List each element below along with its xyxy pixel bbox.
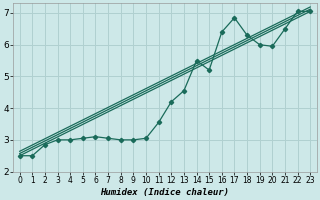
X-axis label: Humidex (Indice chaleur): Humidex (Indice chaleur) [100,188,229,197]
